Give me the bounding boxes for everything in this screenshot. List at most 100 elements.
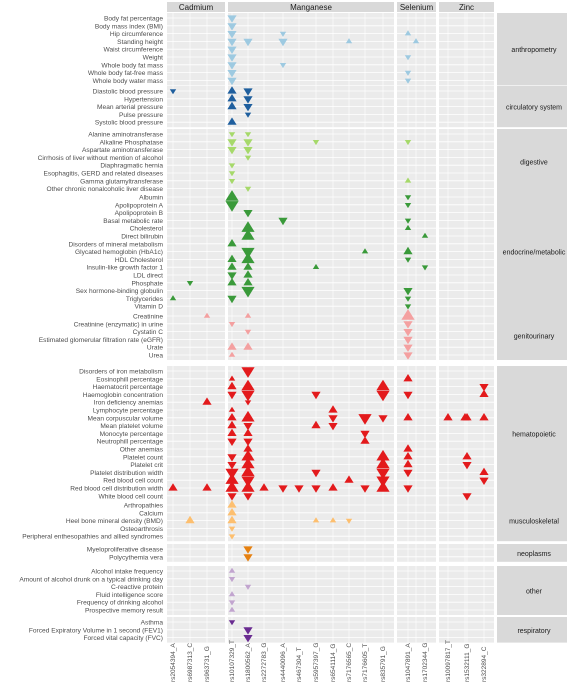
triangle-marker	[241, 449, 255, 461]
x-tick-label: rs1800562_A	[245, 643, 252, 682]
x-tick-label: rs1532111_G	[464, 644, 471, 682]
triangle-marker	[227, 262, 237, 270]
triangle-marker	[404, 177, 412, 183]
facet-strip	[497, 617, 567, 643]
triangle-marker	[403, 374, 413, 382]
y-tick-label: Amount of alcohol drunk on a typical dri…	[19, 576, 163, 583]
y-tick-label: Asthma	[141, 620, 164, 627]
x-tick-label: rs1702344_G	[422, 643, 429, 682]
triangle-marker	[227, 94, 237, 102]
y-tick-label: Whole body fat mass	[101, 62, 163, 69]
y-tick-label: Basal metabolic rate	[103, 218, 163, 225]
y-tick-label: Osteoarthrosis	[120, 526, 164, 533]
triangle-marker	[404, 296, 412, 302]
triangle-marker	[241, 367, 255, 378]
triangle-marker	[403, 485, 413, 493]
y-tick-label: Whole body water mass	[93, 78, 164, 85]
triangle-marker	[227, 117, 237, 125]
panel-header-bg	[167, 2, 225, 12]
triangle-marker	[227, 515, 237, 524]
triangle-marker	[227, 254, 237, 262]
triangle-marker	[243, 444, 253, 452]
triangle-marker	[479, 389, 489, 397]
x-tick-label: rs2054394_A	[170, 643, 177, 682]
triangle-marker	[244, 312, 252, 318]
triangle-marker	[243, 554, 253, 562]
y-tick-label: Whole body fat-free mass	[88, 70, 164, 77]
x-tick-label: rs6541114_G	[330, 644, 337, 682]
panel-header-label: Manganese	[290, 3, 332, 12]
y-tick-label: Waist circumference	[104, 47, 164, 54]
triangle-marker	[462, 413, 472, 421]
triangle-marker	[225, 473, 239, 484]
y-tick-label: Alkaline Phosphatase	[100, 139, 164, 146]
y-tick-label: Cirrhosis of liver without mention of al…	[38, 155, 164, 162]
triangle-marker	[403, 288, 413, 296]
triangle-marker	[227, 62, 237, 70]
triangle-marker	[376, 390, 390, 402]
y-tick-label: Weight	[143, 55, 164, 62]
triangle-marker	[360, 430, 370, 439]
panel-header-label: Selenium	[400, 3, 434, 12]
triangle-marker	[241, 390, 255, 402]
y-tick-label: Apolipoprotein B	[115, 210, 164, 217]
triangle-marker	[462, 452, 472, 460]
y-tick-label: Triglycerides	[126, 296, 164, 303]
y-tick-label: Standing height	[117, 39, 163, 46]
panel-background	[228, 311, 394, 360]
panel-background	[397, 566, 436, 615]
triangle-marker	[227, 295, 237, 304]
facet-strip	[497, 566, 567, 615]
triangle-marker	[227, 23, 237, 31]
panel-background	[167, 566, 225, 615]
y-tick-label: Cystatin C	[133, 329, 164, 336]
triangle-marker	[404, 140, 412, 146]
triangle-marker	[228, 132, 236, 138]
y-tick-label: Other chronic nonalcoholic liver disease	[46, 186, 163, 193]
triangle-marker	[345, 518, 353, 524]
y-tick-label: Fluid intelligence score	[96, 592, 163, 599]
triangle-marker	[312, 140, 320, 146]
triangle-marker	[227, 31, 237, 39]
triangle-marker	[227, 54, 237, 62]
triangle-marker	[227, 500, 237, 508]
triangle-marker	[241, 465, 255, 477]
triangle-marker	[203, 312, 211, 318]
panel-background	[439, 129, 494, 194]
triangle-marker	[169, 89, 177, 95]
triangle-marker	[228, 406, 236, 412]
y-tick-label: Heel bone mineral density (BMD)	[66, 518, 163, 525]
triangle-marker	[404, 30, 412, 36]
triangle-marker	[403, 321, 413, 329]
triangle-marker	[202, 397, 212, 405]
triangle-marker	[227, 101, 237, 110]
triangle-marker	[228, 171, 236, 177]
triangle-marker	[241, 481, 255, 492]
y-tick-label: Gamma glutamyltransferase	[80, 178, 163, 185]
triangle-marker	[243, 278, 253, 286]
y-tick-label: Calcium	[139, 510, 163, 517]
triangle-marker	[403, 413, 413, 421]
triangle-marker	[227, 86, 237, 94]
triangle-marker	[243, 210, 253, 218]
triangle-marker	[404, 224, 412, 230]
y-tick-label: Neutrophill percentage	[97, 439, 164, 446]
triangle-marker	[227, 462, 237, 470]
triangle-marker	[169, 295, 177, 301]
triangle-marker	[225, 481, 239, 492]
y-tick-label: Mean arterial pressure	[97, 104, 163, 111]
y-tick-label: LDL direct	[133, 273, 163, 280]
triangle-marker	[294, 485, 304, 493]
triangle-marker	[361, 248, 369, 254]
y-tick-label: Arthropathies	[124, 503, 164, 510]
x-tick-label: rs6987313_C	[187, 643, 194, 682]
triangle-marker	[328, 415, 338, 423]
triangle-marker	[328, 483, 338, 491]
facet-strip-label: respiratory	[517, 628, 551, 635]
triangle-marker	[243, 493, 253, 501]
triangle-marker	[376, 449, 390, 461]
panel-header-label: Zinc	[459, 3, 474, 12]
facet-strip	[497, 129, 567, 194]
panel-header-bg	[228, 2, 394, 12]
triangle-marker	[243, 38, 253, 47]
